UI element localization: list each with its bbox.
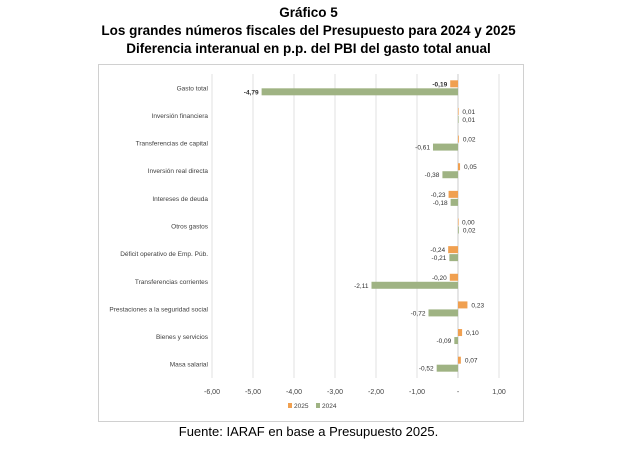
bar-2024-label: -0,09	[436, 338, 451, 345]
category-label: Transferencias de capital	[136, 141, 209, 148]
category-label: Déficit operativo de Emp. Púb.	[120, 251, 208, 258]
x-tick-label: -4,00	[286, 389, 302, 396]
category-label: Intereses de deuda	[152, 196, 208, 203]
bar-2024	[261, 88, 458, 96]
category-label: Inversión financiera	[152, 113, 209, 120]
bar-2024-label: 0,02	[463, 228, 476, 235]
bar-2024-label: -0,72	[411, 310, 426, 317]
bar-2024	[371, 281, 458, 289]
bar-2025	[458, 107, 459, 115]
bar-2025-label: 0,01	[462, 109, 475, 116]
bar-2025-label: -0,20	[432, 275, 447, 282]
bar-2025	[458, 329, 463, 337]
bar-2025	[458, 301, 468, 309]
legend-swatch-2024	[316, 403, 320, 408]
bar-2025-label: 0,10	[466, 330, 479, 337]
bar-2025-label: 0,07	[465, 358, 478, 365]
bar-2024	[458, 226, 459, 234]
bar-2024-label: -0,18	[433, 200, 448, 207]
chart-subtitle-1: Los grandes números fiscales del Presupu…	[101, 23, 516, 38]
x-tick-label: -	[457, 389, 460, 396]
category-label: Masa salarial	[170, 362, 209, 369]
bar-2024	[432, 143, 458, 151]
bar-2025	[458, 163, 461, 171]
category-label: Otros gastos	[171, 224, 209, 231]
bar-2025-label: 0,05	[464, 164, 477, 171]
chart-frame	[98, 64, 524, 422]
legend-label: 2024	[322, 403, 337, 410]
bar-2024-label: -0,38	[425, 172, 440, 179]
legend-swatch-2025	[288, 403, 292, 408]
bar-2025-label: 0,00	[462, 220, 475, 227]
bar-2024	[442, 171, 458, 179]
chart-title: Gráfico 5	[279, 5, 338, 20]
bar-2024	[458, 115, 459, 123]
x-tick-label: -1,00	[409, 389, 425, 396]
bar-2025-label: 0,02	[463, 137, 476, 144]
bar-2024	[428, 309, 458, 317]
bar-2025	[448, 190, 458, 198]
x-tick-label: 1,00	[492, 389, 506, 396]
bar-chart: -6,00 -5,00 -4,00 -3,00 -2,00 -1,00-1,00Gasto…	[109, 74, 506, 410]
category-label: Gasto total	[177, 85, 209, 92]
bar-2025	[458, 356, 461, 364]
category-label: Prestaciones a la seguridad social	[109, 306, 208, 313]
legend-label: 2025	[294, 403, 309, 410]
bar-2025	[450, 80, 458, 88]
bar-2024-label: -4,79	[244, 89, 259, 96]
bar-2025-label: 0,23	[471, 302, 484, 309]
bar-2025	[448, 246, 458, 254]
category-label: Bienes y servicios	[156, 334, 209, 341]
category-label: Transferencias corrientes	[135, 279, 209, 286]
bar-2024-label: 0,01	[462, 117, 475, 124]
source-note: Fuente: IARAF en base a Presupuesto 2025…	[178, 424, 439, 439]
bar-2025	[449, 273, 458, 281]
x-tick-label: -2,00	[368, 389, 384, 396]
bar-2024-label: -0,52	[419, 366, 434, 373]
x-tick-label: -3,00	[327, 389, 343, 396]
category-label: Inversión real directa	[148, 168, 209, 175]
bar-2025-label: -0,19	[432, 81, 447, 88]
bar-2025	[458, 218, 459, 226]
bar-2025-label: -0,24	[430, 247, 445, 254]
bar-2024-label: -0,21	[432, 255, 447, 262]
chart-subtitle-2: Diferencia interanual en p.p. del PBI de…	[126, 41, 491, 56]
bar-2024	[454, 337, 458, 345]
bar-2024	[436, 364, 458, 372]
x-tick-label: -6,00	[204, 389, 220, 396]
bar-2024-label: -0,61	[415, 145, 430, 152]
bar-2025-label: -0,23	[431, 192, 446, 199]
bar-2024	[449, 254, 458, 262]
bar-2024-label: -2,11	[354, 283, 369, 290]
x-tick-label: -5,00	[245, 389, 261, 396]
bar-2024	[450, 198, 458, 206]
chart-titles: Gráfico 5 Los grandes números fiscales d…	[0, 4, 617, 58]
bar-2025	[458, 135, 459, 143]
